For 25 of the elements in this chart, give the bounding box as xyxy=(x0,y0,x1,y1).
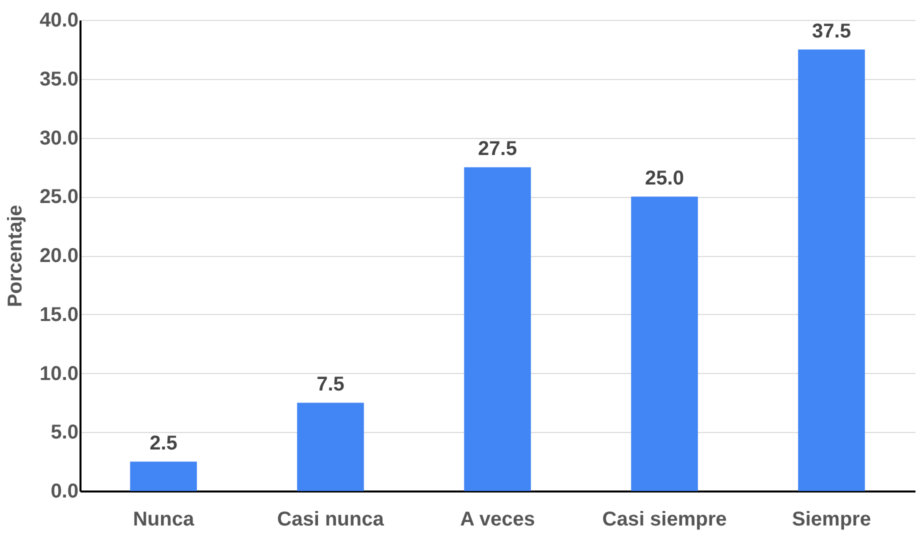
x-tick-label: Casi siempre xyxy=(602,508,727,530)
y-axis-title: Porcentaje xyxy=(4,204,27,308)
x-tick-label: A veces xyxy=(460,508,535,530)
y-tick-label: 20.0 xyxy=(40,245,78,267)
data-label: 2.5 xyxy=(150,432,178,455)
y-tick-label: 0.0 xyxy=(50,480,78,502)
data-label: 25.0 xyxy=(645,168,684,190)
data-label: 37.5 xyxy=(812,20,851,42)
x-tick-label: Casi nunca xyxy=(277,508,385,530)
bar xyxy=(464,167,531,491)
data-label: 27.5 xyxy=(478,138,517,160)
data-label: 7.5 xyxy=(316,374,344,396)
bar xyxy=(798,49,865,491)
bar xyxy=(297,402,364,491)
y-tick-label: 35.0 xyxy=(40,68,78,90)
y-tick-label: 25.0 xyxy=(40,186,78,208)
y-tick-label: 10.0 xyxy=(40,362,78,385)
y-tick-label: 5.0 xyxy=(50,422,78,444)
x-tick-label: Nunca xyxy=(132,508,195,530)
bar xyxy=(631,196,698,491)
y-tick-label: 15.0 xyxy=(40,304,78,326)
y-tick-label: 30.0 xyxy=(40,127,78,150)
bar xyxy=(130,462,197,491)
x-tick-label: Siempre xyxy=(792,508,871,530)
y-tick-label: 40.0 xyxy=(40,10,78,32)
